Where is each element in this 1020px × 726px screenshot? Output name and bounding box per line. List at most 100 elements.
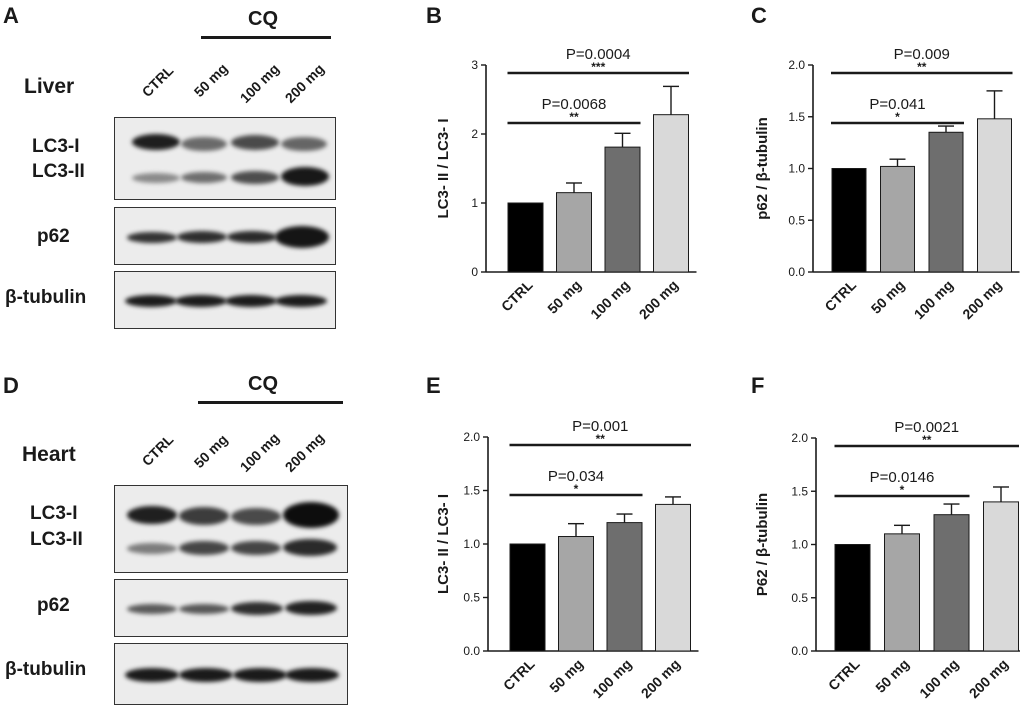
significance-stars: *	[895, 110, 900, 124]
bar-50mg	[558, 536, 594, 652]
y-tick-label: 0	[471, 265, 478, 279]
y-axis-title: p62 / β-tubulin	[754, 117, 771, 219]
band	[225, 295, 277, 307]
band	[283, 539, 337, 556]
y-tick-label: 0.5	[463, 591, 480, 605]
p-value-label: P=0.0021	[894, 419, 959, 436]
x-tick-label: 200 mg	[966, 656, 1011, 701]
band	[231, 508, 281, 525]
bar-200mg	[983, 501, 1019, 652]
band	[285, 668, 339, 682]
bar-200mg	[653, 114, 689, 273]
row-label-lc3i: LC3-I	[30, 503, 78, 524]
y-tick-label: 1.0	[463, 537, 480, 551]
p-value-label: P=0.034	[548, 468, 604, 485]
band	[179, 541, 229, 555]
band	[233, 668, 287, 682]
y-axis-title: P62 / β-tubulin	[754, 493, 771, 596]
treatment-label-cq: CQ	[248, 8, 278, 30]
band	[231, 171, 279, 184]
row-label-p62: p62	[37, 226, 70, 247]
y-tick-label: 2.0	[788, 58, 805, 72]
bar-200mg	[977, 118, 1012, 273]
bar-100mg	[933, 514, 970, 652]
panel-label-d: D	[3, 373, 19, 398]
y-axis-title: LC3- II / LC3- I	[435, 118, 452, 218]
y-tick-label: 1.5	[788, 110, 805, 124]
treatment-bracket-line	[198, 401, 343, 404]
band	[231, 541, 281, 555]
lane-label-ctrl: CTRL	[138, 431, 177, 469]
blot-lc3	[114, 117, 336, 200]
band	[127, 506, 177, 524]
lane-label-200mg: 200 mg	[281, 429, 328, 475]
p-value-label: P=0.0146	[870, 469, 935, 486]
y-tick-label: 0.5	[788, 213, 805, 227]
bar-100mg	[604, 146, 641, 273]
y-tick-label: 1	[471, 196, 478, 210]
x-tick-label: 100 mg	[587, 277, 632, 322]
x-tick-label: CTRL	[821, 276, 859, 314]
y-tick-label: 0.0	[788, 265, 805, 279]
lane-label-100mg: 100 mg	[236, 429, 283, 475]
bar-100mg	[606, 522, 643, 652]
p-value-label: P=0.009	[894, 46, 950, 63]
band	[179, 507, 229, 525]
band	[181, 172, 227, 183]
bar-50mg	[556, 192, 592, 273]
band	[281, 167, 329, 186]
western-blot-panel-liver: A CQ Liver CTRL 50 mg 100 mg 200 mg LC3-…	[0, 0, 350, 363]
blot-p62	[114, 207, 336, 265]
x-tick-label: 50 mg	[872, 656, 912, 696]
y-tick-label: 0.0	[791, 644, 808, 658]
x-tick-label: 50 mg	[868, 277, 908, 317]
bar-200mg	[655, 503, 691, 652]
band	[175, 295, 227, 307]
x-tick-label: 200 mg	[638, 656, 683, 701]
band	[127, 543, 177, 554]
y-tick-label: 0.0	[463, 644, 480, 658]
row-label-p62: p62	[37, 595, 70, 616]
row-label-lc3ii: LC3-II	[30, 529, 83, 550]
x-tick-label: 200 mg	[636, 277, 681, 322]
lane-label-200mg: 200 mg	[281, 60, 328, 106]
significance-stars: *	[574, 482, 579, 496]
bar-50mg	[884, 533, 920, 652]
y-tick-label: 1.0	[791, 538, 808, 552]
panel-label-e: E	[426, 373, 441, 398]
panel-label-f: F	[751, 373, 765, 398]
bar-100mg	[928, 131, 964, 273]
x-tick-label: CTRL	[500, 655, 538, 693]
blot-tubulin	[114, 643, 348, 705]
band	[179, 668, 233, 682]
bar-chart-f: 0.0 0.5 1.0 1.5 2.0 P62 / β-tubulin CTRL 50 mg 1…	[754, 419, 1020, 701]
band	[275, 295, 327, 307]
bar-ctrl	[834, 544, 871, 652]
x-tick-label: 50 mg	[546, 656, 586, 696]
x-tick-label: 100 mg	[911, 277, 956, 322]
row-label-tubulin: β-tubulin	[5, 659, 87, 680]
significance-stars: *	[900, 483, 905, 497]
x-tick-label: 200 mg	[959, 277, 1004, 322]
panel-label-b: B	[426, 3, 442, 28]
y-tick-label: 2.0	[463, 430, 480, 444]
p-value-label: P=0.0004	[566, 46, 631, 63]
bar-ctrl	[509, 543, 546, 652]
p-value-label: P=0.0068	[542, 96, 607, 113]
tissue-label: Liver	[24, 75, 75, 98]
band	[281, 137, 327, 151]
band	[127, 232, 177, 243]
band	[132, 134, 180, 150]
y-axis-title: LC3- II / LC3- I	[435, 494, 452, 594]
lane-label-50mg: 50 mg	[190, 431, 231, 471]
band	[125, 295, 177, 307]
bar-chart-c: 0.0 0.5 1.0 1.5 2.0 p62 / β-tubulin CTRL 50 mg 1…	[754, 46, 1020, 322]
tissue-label: Heart	[22, 443, 76, 466]
blot-p62	[114, 579, 348, 637]
row-label-lc3ii: LC3-II	[32, 161, 85, 182]
band	[132, 173, 180, 183]
x-tick-label: 100 mg	[916, 656, 961, 701]
band	[181, 137, 227, 151]
significance-stars: **	[596, 432, 606, 446]
significance-stars: **	[569, 110, 579, 124]
